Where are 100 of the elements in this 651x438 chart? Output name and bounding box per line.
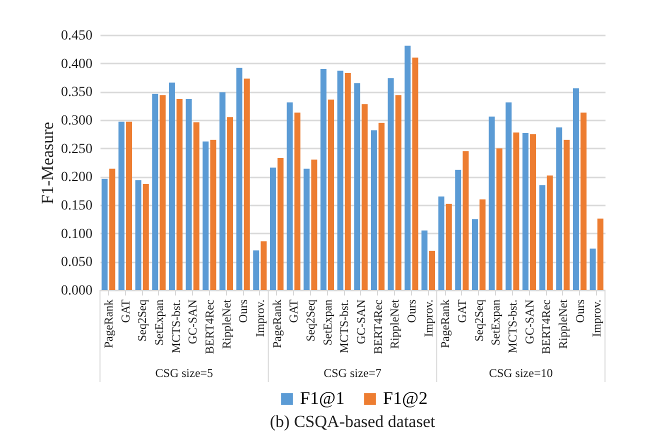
x-tick-label: Ours [572, 299, 587, 323]
bar [337, 70, 344, 290]
bar [564, 140, 570, 290]
bar [378, 122, 385, 290]
x-tick-label: SetExpan [488, 300, 503, 346]
x-tick-label: BERT4Rec [202, 300, 216, 354]
bar [590, 248, 596, 290]
bar [513, 132, 520, 290]
text: CSG size=5 [155, 366, 214, 380]
x-tick-label: PageRank [438, 300, 452, 348]
bar [227, 117, 234, 290]
x-tick-label: GC-SAN [186, 299, 200, 344]
x-tick-label: GAT [286, 298, 301, 323]
bar [395, 95, 402, 290]
bar [472, 219, 478, 290]
x-tick-label: Ours [404, 299, 418, 323]
x-tick-label: Improv. [252, 300, 267, 338]
bar [236, 68, 242, 290]
bar [362, 104, 368, 290]
bar [294, 112, 300, 290]
bar [446, 204, 452, 290]
text: (b) CSQA-based dataset [270, 412, 436, 431]
bar [253, 250, 260, 290]
bar [572, 88, 579, 290]
bar [109, 168, 116, 290]
bar [270, 168, 276, 290]
bar [202, 142, 209, 290]
text: CSG size=7 [324, 366, 382, 380]
bar [168, 82, 175, 290]
x-tick-label: Ours [236, 299, 250, 323]
y-tick-label: 0.400 [61, 56, 92, 72]
legend-label: F1@1 [300, 388, 345, 408]
bar [260, 241, 267, 290]
x-tick-label: Seq2Seq [135, 300, 150, 342]
y-tick-label: 0.000 [61, 284, 92, 298]
x-tick-label: GC-SAN [354, 299, 368, 344]
y-tick-label: 0.250 [61, 142, 92, 157]
bar [152, 94, 158, 290]
bar [142, 184, 149, 290]
bar [102, 178, 108, 290]
bar [455, 170, 462, 290]
bar [244, 78, 250, 290]
x-tick-label: Improv. [590, 300, 604, 338]
bar [539, 185, 546, 290]
bar [580, 112, 587, 290]
bar [126, 122, 132, 290]
bar [506, 102, 512, 290]
x-tick-label: GAT [454, 298, 469, 323]
bar [311, 160, 318, 290]
y-tick-label: 0.100 [61, 226, 92, 242]
bar [135, 180, 142, 290]
bar [344, 72, 351, 290]
y-tick-label: 0.050 [61, 255, 92, 270]
x-tick-label: SetExpan [320, 300, 334, 346]
x-tick-label: MCTS-bst. [337, 300, 352, 354]
bar [186, 99, 192, 290]
x-tick-label: RippleNet [556, 298, 570, 349]
x-tick-label: PageRank [101, 300, 116, 348]
bar [176, 99, 183, 290]
y-tick-label: 0.350 [61, 85, 92, 100]
bar [210, 140, 216, 290]
y-axis-title: F1-Measure [38, 122, 57, 204]
bar [160, 95, 166, 290]
bar [320, 69, 326, 290]
bar [193, 122, 200, 290]
bar [530, 134, 536, 290]
bar [354, 83, 360, 290]
bar [278, 158, 284, 290]
x-tick-label: Seq2Seq [472, 300, 486, 342]
y-tick-label: 0.300 [61, 114, 92, 128]
bar [370, 130, 377, 290]
bar [412, 58, 418, 290]
bar [429, 250, 436, 290]
bar [219, 92, 226, 290]
text: CSG size=10 [488, 366, 553, 380]
x-tick-label: MCTS-bst. [505, 300, 520, 354]
x-tick-label: SetExpan [152, 300, 166, 346]
bar [556, 127, 562, 290]
x-tick-label: GC-SAN [522, 299, 536, 344]
y-tick-label: 0.200 [61, 170, 92, 186]
bar [480, 199, 486, 290]
bar [462, 151, 469, 290]
bar [404, 46, 411, 290]
bar [328, 100, 334, 290]
y-tick-label: 0.150 [61, 198, 92, 214]
x-tick-label: PageRank [270, 300, 284, 348]
bar [286, 102, 293, 290]
x-tick-label: Seq2Seq [303, 300, 318, 342]
y-tick-label: 0.450 [61, 28, 92, 44]
bar [304, 168, 310, 290]
bar [597, 218, 604, 290]
bar [388, 78, 394, 290]
bar [522, 133, 528, 290]
x-tick-label: BERT4Rec [370, 300, 385, 354]
bar [496, 148, 502, 290]
bar [421, 230, 428, 290]
x-tick-label: GAT [118, 298, 132, 323]
x-tick-label: RippleNet [219, 298, 234, 349]
x-tick-label: Improv. [421, 300, 436, 338]
bar [118, 122, 124, 290]
